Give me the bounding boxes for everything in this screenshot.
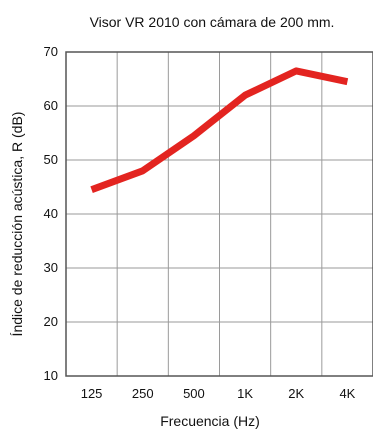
y-tick-label: 60 <box>44 98 58 113</box>
chart-title: Visor VR 2010 con cámara de 200 mm. <box>90 14 335 30</box>
plot-frame <box>65 51 373 377</box>
x-tick-label: 1K <box>237 386 253 401</box>
y-tick-label: 50 <box>44 152 58 167</box>
grid <box>66 51 373 377</box>
series-line <box>90 67 349 193</box>
y-tick-label: 70 <box>44 44 58 59</box>
x-tick-label: 2K <box>288 386 304 401</box>
y-tick-label: 40 <box>44 206 58 221</box>
y-axis-label: Índice de reducción acústica, R (dB) <box>9 112 25 337</box>
y-tick-label: 20 <box>44 314 58 329</box>
y-axis-ticks: 10 20 30 40 50 60 70 <box>44 44 58 383</box>
x-tick-label: 250 <box>132 386 154 401</box>
y-tick-label: 30 <box>44 260 58 275</box>
x-tick-label: 125 <box>81 386 103 401</box>
series-layer <box>90 67 349 193</box>
y-tick-label: 10 <box>44 368 58 383</box>
x-tick-label: 4K <box>339 386 355 401</box>
x-axis-label: Frecuencia (Hz) <box>160 413 260 429</box>
x-axis-ticks: 125 250 500 1K 2K 4K <box>81 386 356 401</box>
x-tick-label: 500 <box>183 386 205 401</box>
